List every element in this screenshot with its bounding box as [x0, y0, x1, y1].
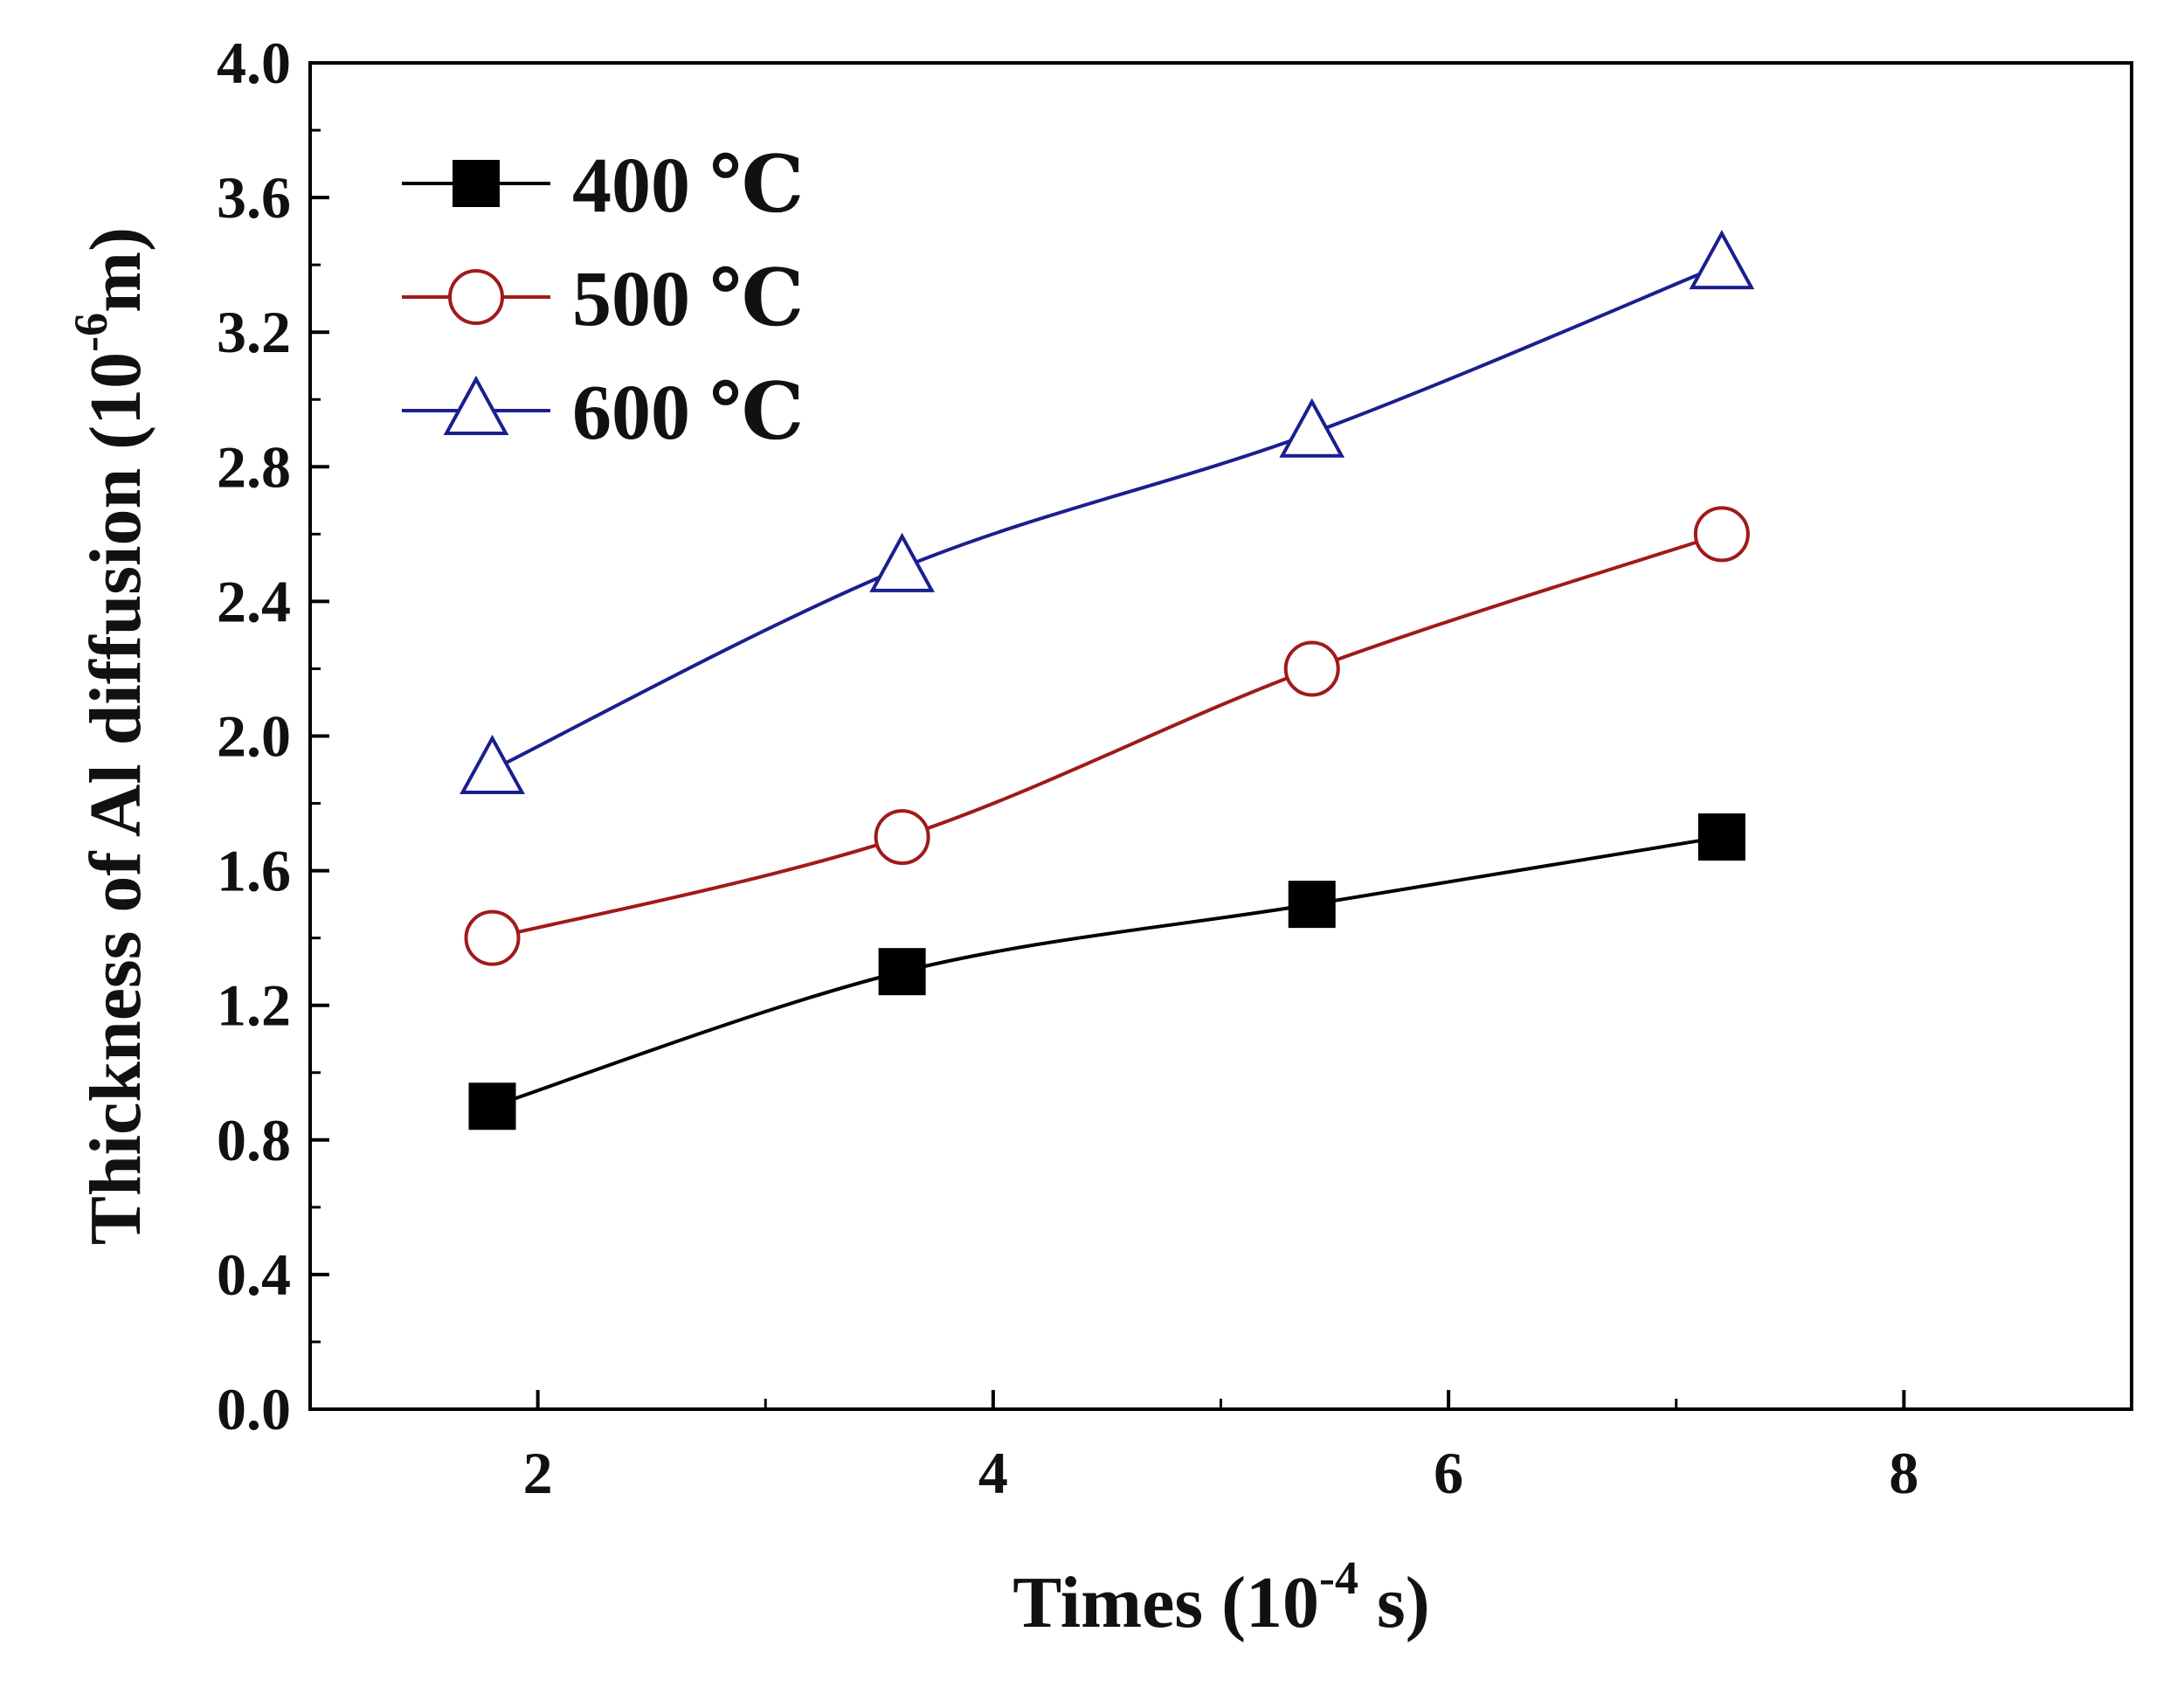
data-point-series-2: [1693, 506, 1750, 563]
legend-label-2: 500 ℃: [572, 256, 804, 342]
data-point-series-1: [1697, 813, 1745, 861]
data-point-series-3: [460, 734, 525, 795]
legend-marker-2: [448, 269, 504, 325]
y-tick-label: 2.4: [217, 568, 291, 634]
series-line-2: [492, 532, 1723, 940]
plot-layer: 0.0 0.4 0.8 1.2 1.6 2.0 2.4 2.8 3.2 3.6 4.0 2 4 6 8: [217, 30, 2133, 1506]
y-tick-label: 0.0: [217, 1376, 291, 1442]
series-layer: [460, 229, 1755, 1130]
y-tick-label: 1.6: [217, 838, 291, 904]
data-point-series-3: [1279, 398, 1345, 458]
data-point-series-2: [1283, 640, 1340, 697]
y-tick-label: 3.2: [217, 299, 291, 365]
y-tick-label: 4.0: [217, 30, 291, 96]
data-point-series-2: [464, 909, 521, 966]
legend-label-1: 400 ℃: [572, 142, 804, 229]
x-tick-label: 4: [978, 1440, 1008, 1506]
x-tick-label: 2: [523, 1440, 553, 1506]
legend-marker-1: [453, 160, 500, 207]
series-line-1: [491, 835, 1723, 1109]
x-axis-title: Times (10-4 s): [1013, 1552, 1429, 1643]
y-tick-label: 2.8: [217, 433, 291, 500]
series-line-3: [491, 263, 1723, 771]
data-point-series-1: [468, 1082, 516, 1130]
y-tick-label: 0.4: [217, 1241, 291, 1308]
data-point-series-2: [874, 809, 930, 866]
data-point-series-1: [1288, 881, 1336, 929]
y-tick-label: 2.0: [217, 703, 291, 770]
y-axis-title: Thickness of Al diffusion (10-6m): [65, 227, 156, 1245]
axis-labels: Times (10-4 s) Thickness of Al diffusion …: [65, 227, 1430, 1643]
legend-label-3: 600 ℃: [572, 370, 804, 456]
data-point-series-3: [869, 532, 936, 592]
legend-marker-3: [443, 375, 509, 435]
data-point-series-1: [878, 948, 926, 996]
legend: 400 ℃ 500 ℃ 600 ℃: [402, 142, 804, 456]
x-tick-label: 8: [1889, 1440, 1918, 1506]
y-tick-label: 1.2: [217, 972, 291, 1039]
y-tick-label: 0.8: [217, 1107, 291, 1173]
data-point-series-3: [1689, 229, 1755, 290]
x-tick-label: 6: [1434, 1440, 1463, 1506]
y-tick-label: 3.6: [217, 164, 291, 231]
